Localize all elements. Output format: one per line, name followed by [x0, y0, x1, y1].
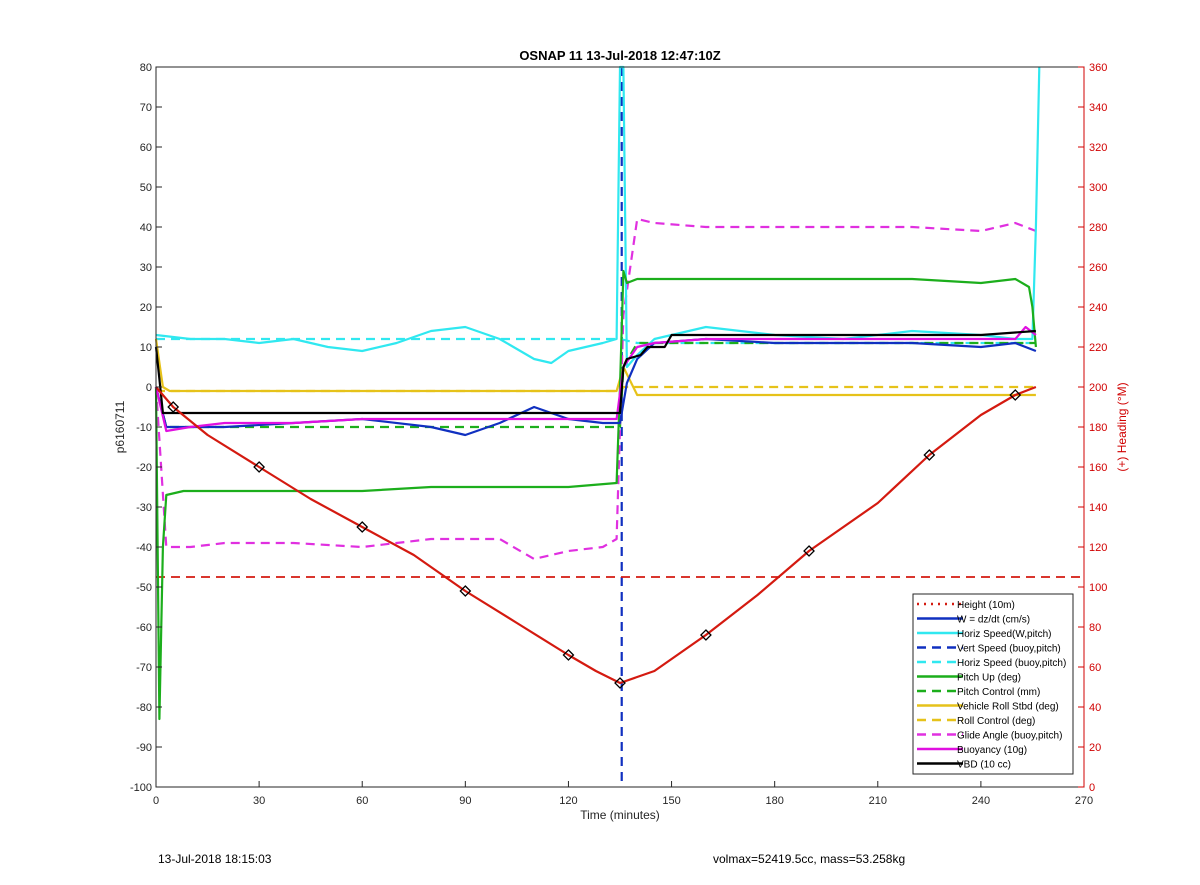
x-tick-label: 0 [153, 795, 159, 807]
y-tick-label: 50 [140, 182, 152, 194]
y2-tick-label: 240 [1089, 302, 1107, 314]
x-tick-label: 30 [253, 795, 265, 807]
y-tick-label: -60 [136, 622, 152, 634]
y2-tick-label: 140 [1089, 502, 1107, 514]
y-tick-label: 0 [146, 382, 152, 394]
x-tick-label: 210 [869, 795, 887, 807]
chart-title: OSNAP 11 13-Jul-2018 12:47:10Z [519, 48, 720, 63]
y-tick-label: -20 [136, 462, 152, 474]
y-axis-label: p6160711 [113, 400, 127, 453]
depth-marker [562, 649, 575, 661]
y2-tick-label: 40 [1089, 702, 1101, 714]
depth-marker [923, 449, 936, 461]
x-tick-label: 120 [559, 795, 577, 807]
legend-label: Buoyancy (10g) [957, 745, 1027, 756]
footer-timestamp: 13-Jul-2018 18:15:03 [158, 852, 272, 866]
legend-label: Horiz Speed(W,pitch) [957, 629, 1051, 640]
y-tick-label: 40 [140, 222, 152, 234]
y2-tick-label: 220 [1089, 342, 1107, 354]
y2-tick-label: 0 [1089, 782, 1095, 794]
y2-tick-label: 260 [1089, 262, 1107, 274]
y-tick-label: -50 [136, 582, 152, 594]
y2-tick-label: 120 [1089, 542, 1107, 554]
y2-tick-label: 200 [1089, 382, 1107, 394]
series-line-11 [154, 329, 1036, 415]
depth-marker [356, 521, 369, 533]
x-tick-label: 90 [459, 795, 471, 807]
series-line-1 [154, 337, 1037, 437]
depth-marker [803, 545, 815, 557]
y-tick-label: -90 [136, 742, 152, 754]
legend-box [912, 593, 1074, 775]
legend-label: Vehicle Roll Stbd (deg) [957, 702, 1059, 713]
y2-tick-label: 80 [1089, 622, 1101, 634]
y2-tick-label: 320 [1089, 142, 1107, 154]
y2-tick-label: 340 [1089, 102, 1107, 114]
legend-label: Horiz Speed (buoy,pitch) [957, 658, 1066, 669]
legend-label: W = dz/dt (cm/s) [957, 615, 1030, 626]
y-tick-label: -40 [136, 542, 152, 554]
series-line-2 [155, 65, 1041, 369]
legend-label: Pitch Up (deg) [957, 673, 1021, 684]
y-tick-label: 70 [140, 102, 152, 114]
x-tick-label: 60 [356, 795, 368, 807]
depth-marker [253, 461, 266, 473]
series-line-0 [155, 385, 1037, 685]
series-line-9 [154, 217, 1037, 561]
y-tick-label: 10 [140, 342, 152, 354]
x-axis-label: Time (minutes) [580, 808, 660, 822]
legend-label: Glide Angle (buoy,pitch) [957, 731, 1062, 742]
footer-volmax-mass: volmax=52419.5cc, mass=53.258kg [713, 852, 906, 866]
legend-label: Height (10m) [957, 600, 1015, 611]
y2-tick-label: 60 [1089, 662, 1101, 674]
y-tick-label: 30 [140, 262, 152, 274]
y2-tick-label: 360 [1089, 62, 1107, 74]
y-tick-label: 60 [140, 142, 152, 154]
depth-marker [1009, 389, 1022, 401]
y2-tick-label: 300 [1089, 182, 1107, 194]
y2-tick-label: 20 [1089, 742, 1101, 754]
x-tick-label: 180 [765, 795, 783, 807]
x-tick-label: 270 [1075, 795, 1093, 807]
y2-tick-label: 160 [1089, 462, 1107, 474]
y-tick-label: -100 [130, 782, 152, 794]
depth-marker [700, 629, 712, 641]
y-tick-label: 80 [140, 62, 152, 74]
data-layer [154, 65, 1084, 787]
depth-marker [614, 677, 626, 689]
legend-label: Pitch Control (mm) [957, 687, 1040, 698]
y-tick-label: -10 [136, 422, 152, 434]
y-tick-label: 20 [140, 302, 152, 314]
y2-tick-label: 180 [1089, 422, 1107, 434]
y-tick-label: -70 [136, 662, 152, 674]
depth-marker [167, 401, 180, 413]
legend-label: Vert Speed (buoy,pitch) [957, 644, 1061, 655]
series-line-7 [154, 338, 1036, 397]
axes-layer: 0 30 60 90 120 150 180 210 240 270-100-90-80-70-6… [130, 62, 1107, 807]
y-tick-label: -30 [136, 502, 152, 514]
y2-tick-label: 280 [1089, 222, 1107, 234]
y2-axis-label: (+) Heading (°M) [1115, 382, 1129, 471]
x-tick-label: 240 [972, 795, 990, 807]
legend-label: VBD (10 cc) [957, 760, 1011, 771]
y-tick-label: -80 [136, 702, 152, 714]
x-tick-label: 150 [662, 795, 680, 807]
legend: Height (10m) W = dz/dt (cm/s) Horiz Speed(… [912, 593, 1074, 775]
depth-marker [459, 585, 472, 597]
y2-tick-label: 100 [1089, 582, 1107, 594]
legend-label: Roll Control (deg) [957, 716, 1035, 727]
